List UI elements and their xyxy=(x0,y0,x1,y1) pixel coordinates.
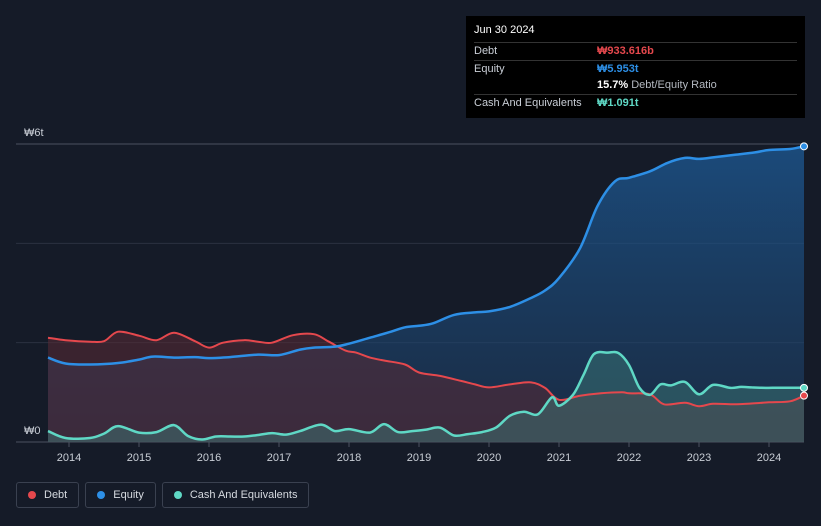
equity-endpoint xyxy=(800,142,808,151)
x-tick-label: 2019 xyxy=(407,452,431,464)
x-tick-label: 2018 xyxy=(337,452,361,464)
series-endpoints xyxy=(800,142,808,400)
series-areas xyxy=(48,146,804,443)
x-tick-label: 2014 xyxy=(57,452,81,464)
legend-dot-cash xyxy=(173,491,182,499)
tooltip-cash-value: ₩1.091t xyxy=(597,96,639,109)
y-axis-ticks: ₩6t ₩0 xyxy=(24,127,44,437)
legend-item-equity[interactable]: Equity xyxy=(85,482,156,508)
chart-legend: Debt Equity Cash And Equivalents xyxy=(16,482,310,508)
x-tick-label: 2023 xyxy=(687,452,711,464)
series-lines xyxy=(47,145,805,441)
tooltip-debt-label: Debt xyxy=(474,45,498,58)
tooltip-equity-value: ₩5.953t xyxy=(597,62,639,75)
x-tick-label: 2015 xyxy=(127,452,151,464)
tooltip-date: Jun 30 2024 xyxy=(474,24,535,36)
cash-area xyxy=(48,351,804,442)
x-tick-label: 2016 xyxy=(197,452,221,464)
data-tooltip: Jun 30 2024 Debt ₩933.616b Equity ₩5.953… xyxy=(466,16,805,118)
legend-item-cash[interactable]: Cash And Equivalents xyxy=(161,482,310,508)
tooltip-ratio-suffix: Debt/Equity Ratio xyxy=(631,79,717,92)
x-tick-label: 2021 xyxy=(547,452,571,464)
legend-dot-equity xyxy=(97,491,106,499)
y-tick-label: ₩6t xyxy=(24,127,44,139)
tooltip-row-equity: Equity ₩5.953t xyxy=(474,59,797,78)
x-tick-label: 2022 xyxy=(617,452,641,464)
debt-endpoint xyxy=(800,391,808,400)
x-axis-ticks: 2014 2015 2016 2017 2018 2019 2020 2021 2022 2023… xyxy=(57,442,781,464)
tooltip-row-cash: Cash And Equivalents ₩1.091t xyxy=(474,93,797,112)
legend-label-debt: Debt xyxy=(44,489,68,501)
tooltip-row-debt: Debt ₩933.616b xyxy=(474,42,797,60)
x-tick-label: 2020 xyxy=(477,452,501,464)
cash-endpoint xyxy=(800,383,808,392)
x-tick-label: 2024 xyxy=(757,452,781,464)
tooltip-debt-value: ₩933.616b xyxy=(597,45,654,58)
y-tick-label: ₩0 xyxy=(24,425,41,437)
cash-line xyxy=(47,350,804,441)
x-tick-label: 2017 xyxy=(267,452,291,464)
legend-label-equity: Equity xyxy=(113,489,144,501)
tooltip-row-ratio: 15.7% Debt/Equity Ratio xyxy=(474,77,797,94)
debt-line xyxy=(47,330,805,408)
legend-dot-debt xyxy=(28,491,36,499)
debt-area xyxy=(48,331,804,442)
legend-label-cash: Cash And Equivalents xyxy=(189,489,298,501)
tooltip-equity-label: Equity xyxy=(474,62,505,75)
equity-line xyxy=(47,145,805,366)
legend-item-debt[interactable]: Debt xyxy=(16,482,80,508)
tooltip-cash-label: Cash And Equivalents xyxy=(474,96,582,109)
tooltip-ratio-value: 15.7% xyxy=(597,79,629,92)
